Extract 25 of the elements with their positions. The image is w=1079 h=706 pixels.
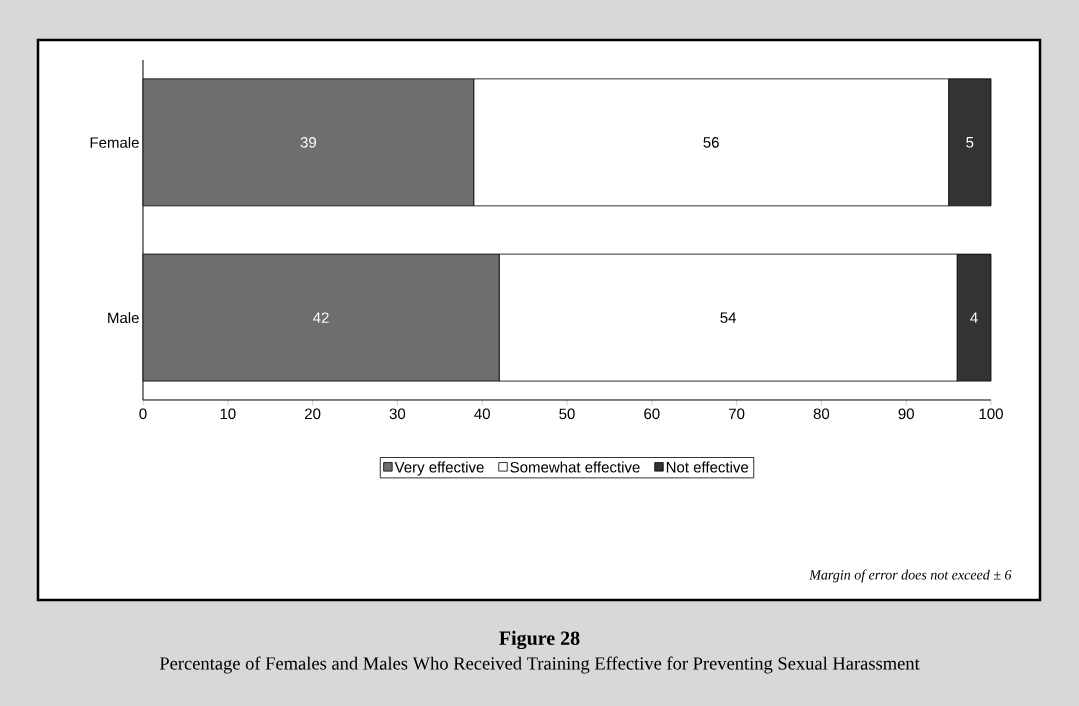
x-tick-label: 90 (898, 408, 914, 420)
data-label: 39 (300, 137, 316, 148)
x-tick-label: 70 (729, 408, 745, 420)
data-label: 42 (313, 312, 329, 323)
data-label: 54 (720, 312, 737, 323)
x-tick-label: 10 (220, 408, 236, 420)
legend-label: Very effective (394, 461, 484, 476)
x-tick-label: 50 (559, 408, 575, 420)
x-tick-label: 100 (979, 408, 1003, 420)
x-tick-label: 0 (139, 408, 147, 420)
text: Margin of error does not exceed ± 6 (809, 569, 1012, 583)
data-label: 5 (966, 137, 974, 148)
text: Figure 28 (499, 630, 580, 650)
data-label: 4 (970, 312, 978, 323)
x-tick-label: 40 (474, 408, 490, 420)
y-tick-label: Female (90, 136, 139, 148)
x-tick-label: 30 (389, 408, 406, 420)
data-label: 56 (703, 137, 719, 148)
x-tick-label: 80 (813, 408, 830, 420)
y-tick-label: Male (108, 312, 139, 324)
x-tick-label: 20 (305, 408, 321, 420)
x-tick-label: 60 (644, 408, 660, 420)
legend-label: Not effective (666, 461, 749, 473)
text: Percentage of Females and Males Who Received Training Effective for Preventing Sexual Harassment (159, 656, 920, 674)
legend-label: Somewhat effective (510, 461, 640, 473)
